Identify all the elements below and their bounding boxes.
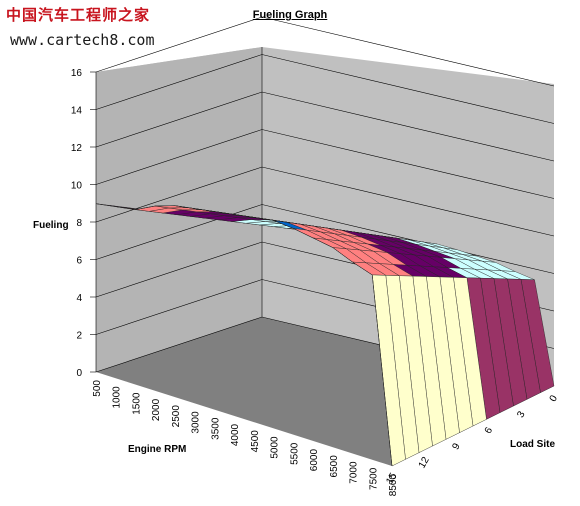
load-tick-label: 9 [450,441,463,452]
fueling-surface [95,203,555,467]
rpm-tick-label: 7000 [349,461,360,484]
z-tick-label: 8 [76,218,82,229]
load-axis-ticks: 0 3 6 9 12 15 [384,393,560,486]
rpm-tick-label: 5500 [289,442,300,465]
z-tick-label: 4 [76,293,82,304]
rpm-tick-label: 500 [92,380,103,397]
z-tick-label: 6 [76,256,82,267]
rpm-tick-label: 6000 [309,448,320,471]
load-tick-label: 3 [515,409,528,420]
load-tick-label: 15 [384,471,399,487]
z-axis-label: Fueling [33,220,69,231]
watermark-site-name: 中国汽车工程师之家 [6,6,151,24]
z-tick-label: 12 [71,143,83,154]
z-tick-label: 14 [71,106,83,117]
load-tick-label: 12 [417,455,432,471]
z-axis-ticks: 0 2 4 6 8 10 12 14 16 [71,68,96,379]
rpm-tick-label: 3500 [210,417,221,440]
rpm-tick-label: 3000 [191,411,202,434]
rpm-tick-label: 5000 [270,436,281,459]
rpm-tick-label: 8500 [388,474,399,497]
z-tick-label: 2 [76,331,82,342]
gridline [95,16,555,87]
z-tick-label: 10 [71,181,83,192]
rpm-tick-label: 7500 [368,467,379,490]
x-axis-label: Engine RPM [128,444,186,455]
load-tick-label: 6 [483,425,496,436]
rpm-tick-label: 1000 [112,386,123,409]
rpm-axis-ticks: 500 1000 1500 2000 2500 3000 3500 4000 4500 5000 5… [92,380,399,497]
rpm-tick-label: 4000 [230,423,241,446]
load-tick-label: 0 [548,393,561,404]
y-axis-label: Load Site [510,439,555,450]
rpm-tick-label: 6500 [329,455,340,478]
rpm-tick-label: 1500 [131,392,142,415]
rpm-tick-label: 2500 [171,405,182,428]
chart-title: Fueling Graph [252,9,328,21]
surface-cell [372,274,393,467]
z-tick-label: 16 [71,68,83,79]
watermark-url: www.cartech8.com [10,31,155,49]
rpm-tick-label: 2000 [151,398,162,421]
z-tick-label: 0 [76,368,82,379]
rpm-tick-label: 4500 [250,430,261,453]
